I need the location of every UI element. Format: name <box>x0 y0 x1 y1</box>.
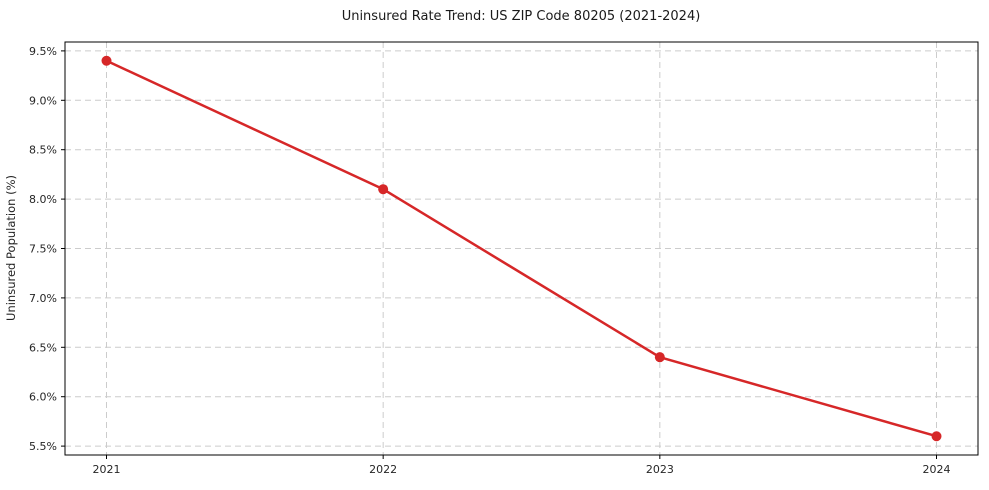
x-tick-label: 2022 <box>369 463 397 476</box>
y-tick-label: 7.0% <box>29 292 57 305</box>
data-point-2021 <box>101 55 112 66</box>
axis-tick-labels: 5.5% 6.0% 6.5% 7.0% 7.5% 8.0% 8.5% 9.0% 9.5% 2021… <box>29 45 950 476</box>
axis-ticks <box>61 50 937 459</box>
x-tick-label: 2021 <box>93 463 121 476</box>
y-tick-label: 9.5% <box>29 45 57 58</box>
y-tick-label: 8.5% <box>29 144 57 157</box>
trend-line <box>105 59 938 438</box>
y-axis-label: Uninsured Population (%) <box>4 175 18 321</box>
x-tick-label: 2023 <box>646 463 674 476</box>
plot-border <box>64 41 979 456</box>
series-group <box>101 55 942 442</box>
y-tick-label: 6.0% <box>29 391 57 404</box>
y-tick-label: 9.0% <box>29 94 57 107</box>
chart-title: Uninsured Rate Trend: US ZIP Code 80205 … <box>342 9 701 24</box>
data-point-2023 <box>654 352 665 363</box>
y-tick-label: 6.5% <box>29 341 57 354</box>
gridlines <box>65 42 978 455</box>
data-point-2024 <box>931 431 942 442</box>
y-tick-label: 7.5% <box>29 243 57 256</box>
x-tick-label: 2024 <box>923 463 951 476</box>
y-tick-label: 8.0% <box>29 193 57 206</box>
y-tick-label: 5.5% <box>29 440 57 453</box>
data-point-2022 <box>378 184 389 195</box>
